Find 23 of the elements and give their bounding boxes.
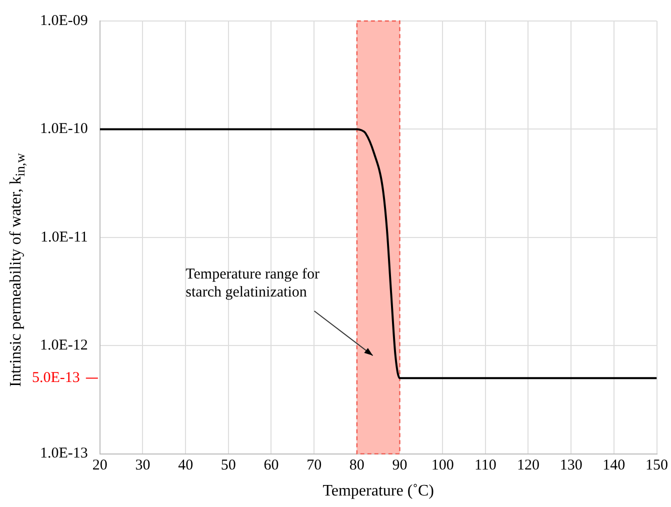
x-tick-label: 60 [264, 458, 279, 474]
y-tick-label: 1.0E-10 [40, 121, 88, 138]
x-tick-label: 130 [560, 458, 582, 474]
x-tick-label: 90 [392, 458, 408, 474]
x-tick-label: 150 [646, 458, 668, 474]
x-tick-label: 120 [517, 458, 540, 474]
x-tick-label: 30 [135, 458, 150, 474]
x-tick-label: 110 [474, 458, 496, 474]
x-tick-label: 40 [178, 458, 194, 474]
ref-line-label: 5.0E-13 [32, 370, 80, 386]
x-tick-label: 50 [220, 458, 236, 474]
y-tick-label: 1.0E-12 [40, 338, 88, 354]
y-tick-label: 1.0E-11 [40, 229, 88, 246]
x-tick-label: 70 [306, 458, 322, 474]
x-tick-label: 20 [92, 458, 108, 474]
y-tick-label: 1.0E-13 [40, 446, 88, 462]
x-tick-label: 80 [349, 458, 364, 474]
x-axis-title: Temperature (˚C) [322, 482, 434, 500]
y-tick-label: 1.0E-09 [40, 12, 88, 29]
line-series [100, 128, 657, 380]
x-tick-label: 140 [602, 458, 626, 474]
x-tick-label: 100 [431, 458, 454, 474]
annotation: Temperature range for starch gelatinization [186, 266, 320, 301]
